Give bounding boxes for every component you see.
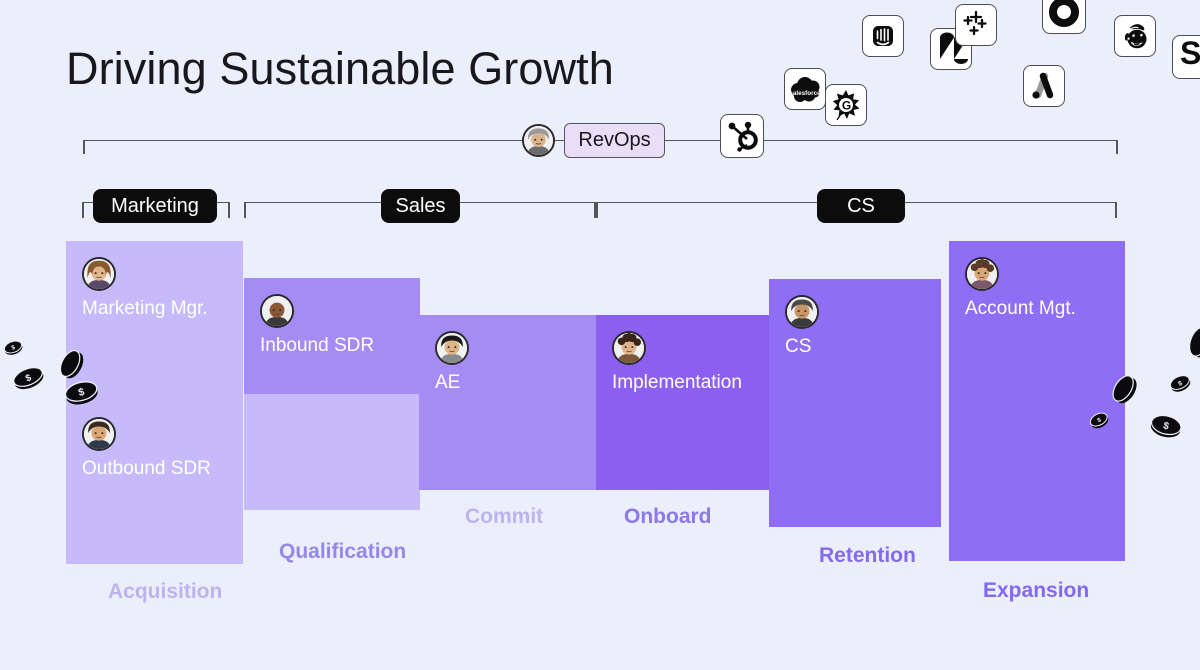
- svg-text:G: G: [842, 99, 851, 113]
- svg-text:salesforce: salesforce: [789, 90, 821, 97]
